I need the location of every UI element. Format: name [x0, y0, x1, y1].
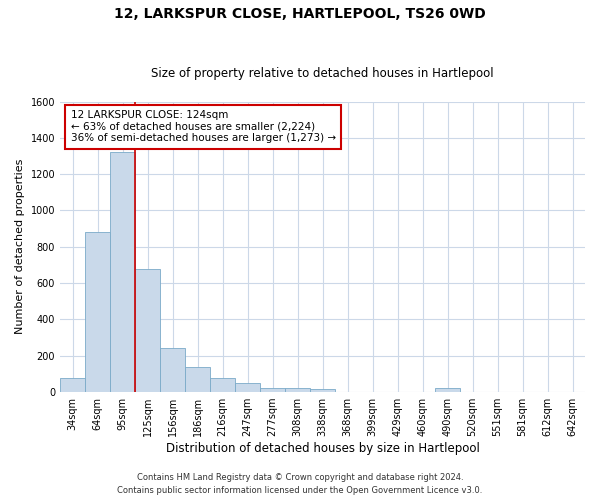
Text: 12, LARKSPUR CLOSE, HARTLEPOOL, TS26 0WD: 12, LARKSPUR CLOSE, HARTLEPOOL, TS26 0WD: [114, 8, 486, 22]
Bar: [85, 232, 110, 392]
Bar: [260, 388, 285, 392]
Bar: [110, 152, 135, 392]
Title: Size of property relative to detached houses in Hartlepool: Size of property relative to detached ho…: [151, 66, 494, 80]
Bar: [60, 378, 85, 392]
X-axis label: Distribution of detached houses by size in Hartlepool: Distribution of detached houses by size …: [166, 442, 479, 455]
Y-axis label: Number of detached properties: Number of detached properties: [15, 159, 25, 334]
Bar: [135, 270, 160, 392]
Bar: [285, 388, 310, 392]
Bar: [160, 348, 185, 392]
Text: Contains HM Land Registry data © Crown copyright and database right 2024.
Contai: Contains HM Land Registry data © Crown c…: [118, 473, 482, 495]
Bar: [435, 388, 460, 392]
Bar: [185, 366, 210, 392]
Bar: [235, 383, 260, 392]
Bar: [210, 378, 235, 392]
Text: 12 LARKSPUR CLOSE: 124sqm
← 63% of detached houses are smaller (2,224)
36% of se: 12 LARKSPUR CLOSE: 124sqm ← 63% of detac…: [71, 110, 335, 144]
Bar: [310, 390, 335, 392]
